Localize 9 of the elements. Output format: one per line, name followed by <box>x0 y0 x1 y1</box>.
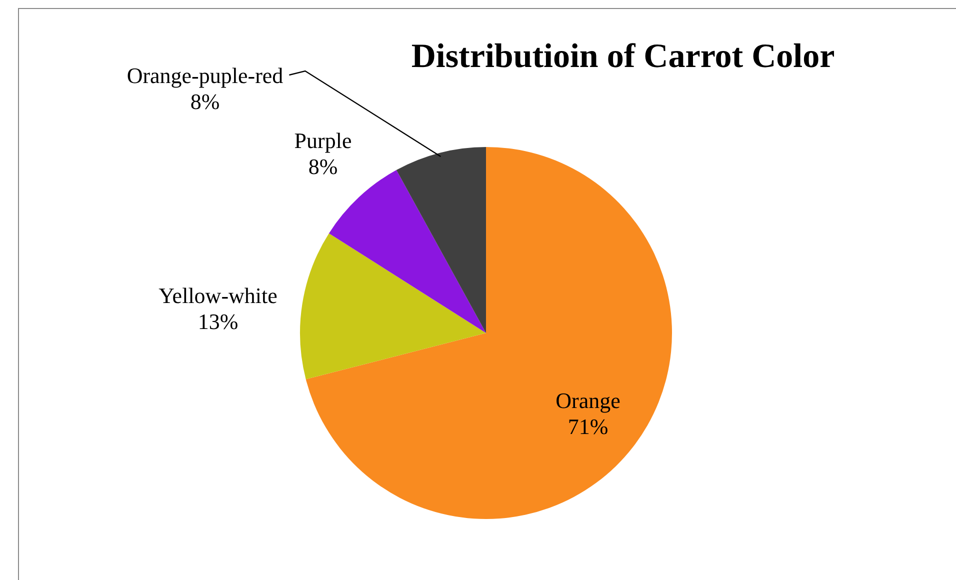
slice-label: Purple <box>294 128 352 153</box>
chart-title: Distributioin of Carrot Color <box>411 38 835 75</box>
slice-label: Yellow-white <box>158 282 278 308</box>
data-label: 8% <box>190 88 220 114</box>
data-label: 13% <box>198 308 238 334</box>
slice-label: Orange-puple-red <box>126 62 284 88</box>
slice-label: Orange <box>556 388 620 413</box>
data-label: 8% <box>308 154 338 179</box>
data-label: 71% <box>568 414 608 439</box>
